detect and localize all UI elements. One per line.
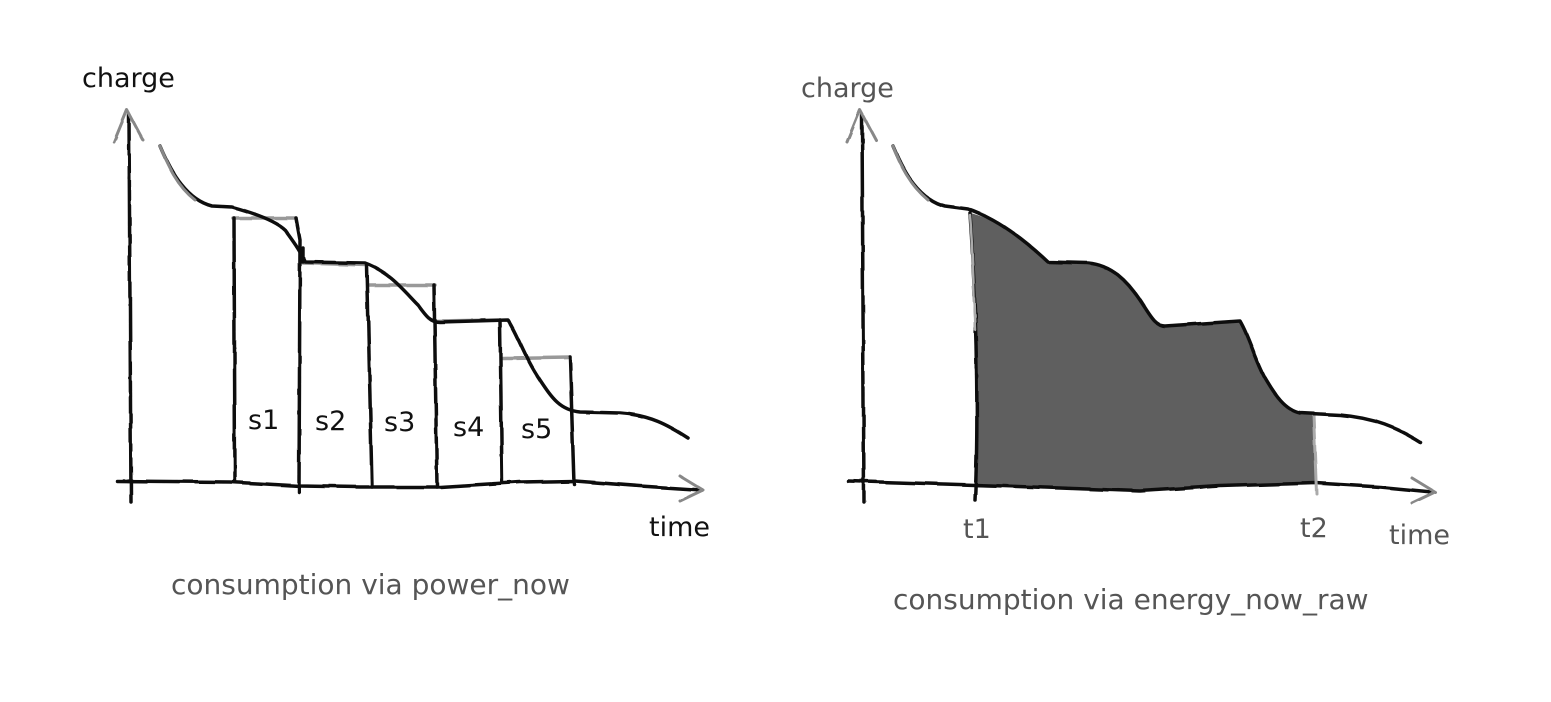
left-diagram <box>112 108 705 504</box>
left-charge-curve-faint-start <box>158 144 197 202</box>
left-charge-curve <box>158 144 690 440</box>
left-y-axis <box>127 113 133 504</box>
left-slice-boundaries <box>232 216 576 494</box>
right-diagram <box>845 108 1437 505</box>
t1-boundary-line-faint <box>968 213 977 332</box>
right-charge-curve-faint-start <box>891 144 930 202</box>
left-x-axis-arrowhead <box>678 474 705 503</box>
energy-shaded-area <box>970 213 1316 491</box>
right-y-axis-arrowhead <box>845 108 878 144</box>
left-caption: consumption via power_now <box>171 568 570 601</box>
slice-label-s3: s3 <box>384 407 415 438</box>
left-y-axis-arrowhead <box>112 108 145 144</box>
left-x-axis <box>115 479 704 492</box>
right-x-axis <box>846 479 1434 494</box>
slice-label-s2: s2 <box>315 406 346 437</box>
left-x-axis-label: time <box>649 512 710 543</box>
t2-boundary-line <box>1312 412 1319 496</box>
right-caption: consumption via energy_now_raw <box>893 583 1369 616</box>
slice-label-s4: s4 <box>453 412 484 443</box>
left-y-axis-label: charge <box>82 63 175 94</box>
right-x-axis-label: time <box>1389 520 1450 551</box>
right-charge-curve <box>891 144 1422 444</box>
tick-label-t2: t2 <box>1300 513 1328 544</box>
tick-label-t1: t1 <box>963 514 991 545</box>
right-x-axis-arrowhead <box>1410 476 1437 505</box>
right-y-axis <box>860 113 866 504</box>
right-y-axis-label: charge <box>801 73 894 104</box>
slice-label-s5: s5 <box>521 414 552 445</box>
slice-label-s1: s1 <box>248 405 279 436</box>
